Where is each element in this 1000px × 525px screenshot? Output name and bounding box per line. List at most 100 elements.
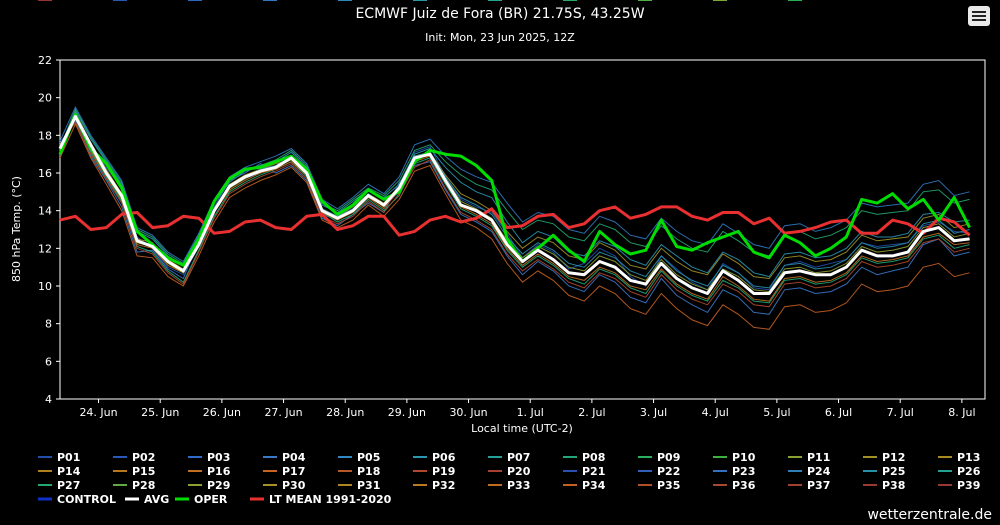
x-tick-label: 4. Jul bbox=[702, 406, 729, 419]
legend-item-label[interactable]: P27 bbox=[57, 479, 80, 492]
y-tick-label: 12 bbox=[38, 242, 52, 255]
legend-item-label[interactable]: P41 bbox=[132, 0, 155, 3]
ensemble-member-line bbox=[59, 121, 970, 308]
legend-item-label[interactable]: P30 bbox=[282, 479, 306, 492]
y-tick-label: 14 bbox=[38, 205, 52, 218]
series-line-lt-mean-1991-2020 bbox=[59, 205, 971, 237]
x-tick-label: 29. Jun bbox=[388, 406, 426, 419]
legend-item-label[interactable]: P37 bbox=[807, 479, 830, 492]
y-tick-label: 4 bbox=[45, 393, 52, 406]
y-tick-label: 10 bbox=[38, 280, 52, 293]
y-tick-label: 16 bbox=[38, 167, 52, 180]
legend-item-label[interactable]: P34 bbox=[582, 479, 606, 492]
ensemble-member-line bbox=[59, 117, 970, 304]
main-series-group bbox=[58, 113, 971, 295]
x-axis: 24. Jun 25. Jun 26. Jun 27. Jun 28. Jun 29. J… bbox=[79, 399, 976, 419]
chart-title: ECMWF Juiz de Fora (BR) 21.75S, 43.25W bbox=[355, 6, 644, 22]
legend-item-label[interactable]: P21 bbox=[582, 465, 605, 478]
legend-item-label[interactable]: P49 bbox=[732, 0, 755, 3]
site-watermark: wetterzentrale.de bbox=[867, 507, 992, 523]
x-tick-label: 1. Jul bbox=[517, 406, 544, 419]
legend-item-label[interactable]: P39 bbox=[957, 479, 980, 492]
legend-item-label[interactable]: P29 bbox=[207, 479, 230, 492]
y-tick-label: 20 bbox=[38, 92, 52, 105]
legend-item-label[interactable]: P45 bbox=[432, 0, 455, 3]
x-tick-label: 7. Jul bbox=[887, 406, 914, 419]
legend-item-label[interactable]: P10 bbox=[732, 451, 756, 464]
legend-item-label[interactable]: P17 bbox=[282, 465, 305, 478]
legend-item-label[interactable]: P18 bbox=[357, 465, 380, 478]
legend-item-label[interactable]: P02 bbox=[132, 451, 155, 464]
x-tick-label: 27. Jun bbox=[264, 406, 302, 419]
legend-item-label[interactable]: P40 bbox=[57, 0, 81, 3]
y-axis: 4 6 8 10 12 14 16 18 20 22 bbox=[38, 54, 60, 406]
legend-item-label[interactable]: P47 bbox=[582, 0, 605, 3]
legend-item-label[interactable]: CONTROL bbox=[57, 493, 116, 506]
legend-item-label[interactable]: P06 bbox=[432, 451, 456, 464]
legend-item-label[interactable]: P46 bbox=[507, 0, 531, 3]
legend-item-label[interactable]: AVG bbox=[144, 493, 169, 506]
legend-item-label[interactable]: P26 bbox=[957, 465, 981, 478]
legend-item-label[interactable]: P22 bbox=[657, 465, 680, 478]
ensemble-member-line bbox=[59, 119, 970, 315]
legend-item-label[interactable]: P13 bbox=[957, 451, 980, 464]
menu-bar-1 bbox=[972, 11, 986, 13]
plot-area bbox=[59, 59, 986, 400]
legend-item-label[interactable]: P07 bbox=[507, 451, 530, 464]
legend-item-label[interactable]: P50 bbox=[807, 0, 831, 3]
chart-legend[interactable]: P01 P02 P03 P04 P05 P06 P07 P08 P09 P10 P11 P12 P13P… bbox=[38, 0, 981, 506]
legend-item-label[interactable]: LT MEAN 1991-2020 bbox=[269, 493, 392, 506]
legend-item-label[interactable]: P05 bbox=[357, 451, 380, 464]
legend-item-label[interactable]: P38 bbox=[882, 479, 905, 492]
y-tick-label: 6 bbox=[45, 355, 52, 368]
legend-item-label[interactable]: P01 bbox=[57, 451, 80, 464]
series-line-oper bbox=[58, 113, 971, 267]
y-tick-label: 8 bbox=[45, 318, 52, 331]
legend-item-label[interactable]: P24 bbox=[807, 465, 831, 478]
legend-item-label[interactable]: P09 bbox=[657, 451, 680, 464]
x-tick-label: 28. Jun bbox=[326, 406, 364, 419]
legend-item-label[interactable]: P23 bbox=[732, 465, 755, 478]
legend-item-label[interactable]: P48 bbox=[657, 0, 680, 3]
legend-item-label[interactable]: P19 bbox=[432, 465, 455, 478]
x-tick-label: 26. Jun bbox=[203, 406, 241, 419]
menu-bar-2 bbox=[972, 15, 986, 17]
legend-item-label[interactable]: P28 bbox=[132, 479, 155, 492]
legend-item-label[interactable]: P25 bbox=[882, 465, 905, 478]
legend-item-label[interactable]: P16 bbox=[207, 465, 231, 478]
series-line-avg bbox=[58, 115, 970, 295]
legend-item-label[interactable]: P15 bbox=[132, 465, 155, 478]
legend-item-label[interactable]: P44 bbox=[357, 0, 381, 3]
x-tick-label: 25. Jun bbox=[141, 406, 179, 419]
x-tick-label: 5. Jul bbox=[763, 406, 790, 419]
x-tick-label: 2. Jul bbox=[578, 406, 605, 419]
x-tick-label: 6. Jul bbox=[825, 406, 852, 419]
x-tick-label: 8. Jul bbox=[948, 406, 975, 419]
legend-item-label[interactable]: P43 bbox=[282, 0, 305, 3]
menu-bar-3 bbox=[972, 19, 986, 21]
legend-item-label[interactable]: P33 bbox=[507, 479, 530, 492]
y-tick-label: 22 bbox=[38, 54, 52, 67]
ensemble-member-line bbox=[59, 122, 970, 330]
hamburger-menu-icon[interactable] bbox=[968, 6, 990, 26]
legend-item-label[interactable]: P42 bbox=[207, 0, 230, 3]
legend-item-label[interactable]: P20 bbox=[507, 465, 531, 478]
chart-subtitle: Init: Mon, 23 Jun 2025, 12Z bbox=[425, 31, 575, 44]
legend-item-label[interactable]: P03 bbox=[207, 451, 230, 464]
legend-item-label[interactable]: P08 bbox=[582, 451, 605, 464]
x-axis-label: Local time (UTC-2) bbox=[471, 422, 573, 435]
legend-item-label[interactable]: P35 bbox=[657, 479, 680, 492]
legend-item-label[interactable]: P31 bbox=[357, 479, 380, 492]
legend-item-label[interactable]: OPER bbox=[194, 493, 228, 506]
legend-item-label[interactable]: P14 bbox=[57, 465, 81, 478]
legend-item-label[interactable]: P11 bbox=[807, 451, 830, 464]
legend-item-label[interactable]: P36 bbox=[732, 479, 756, 492]
legend-item-label[interactable]: P12 bbox=[882, 451, 905, 464]
legend-item-label[interactable]: P04 bbox=[282, 451, 306, 464]
y-axis-label: 850 hPa Temp. (°C) bbox=[10, 176, 23, 282]
x-tick-label: 30. Jun bbox=[449, 406, 487, 419]
legend-item-label[interactable]: P32 bbox=[432, 479, 455, 492]
y-tick-label: 18 bbox=[38, 129, 52, 142]
x-tick-label: 3. Jul bbox=[640, 406, 667, 419]
